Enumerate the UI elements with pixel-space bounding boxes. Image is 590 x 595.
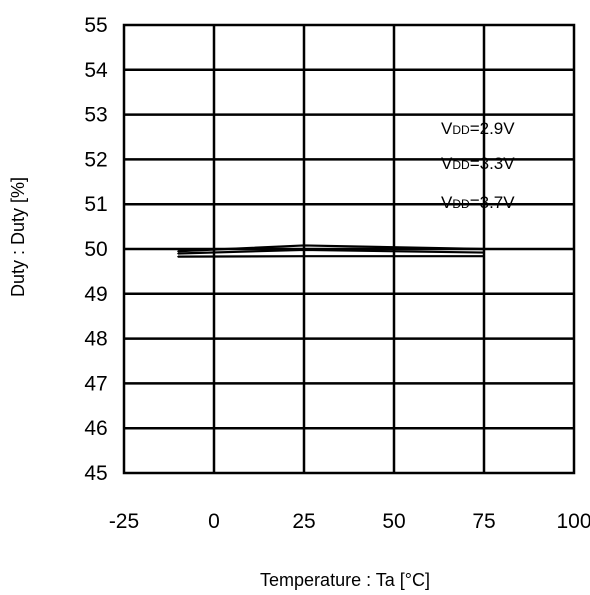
legend-entry: VDD=3.7V [441, 193, 515, 212]
series-point [483, 248, 485, 250]
series-point [303, 255, 305, 257]
x-tick-label: 50 [382, 510, 405, 533]
y-tick-label: 48 [84, 328, 107, 351]
x-tick-label: 75 [472, 510, 495, 533]
y-tick-labels: 45 46 47 48 49 50 51 52 53 54 55 [84, 14, 108, 485]
y-tick-label: 53 [84, 104, 107, 127]
y-tick-label: 46 [84, 417, 107, 440]
x-axis-title: Temperature : Ta [°C] [260, 570, 430, 590]
x-tick-label: 0 [208, 510, 220, 533]
legend-subscript: DD [452, 158, 470, 172]
y-tick-label: 52 [84, 148, 107, 171]
y-tick-label: 55 [84, 14, 107, 37]
x-tick-label: -25 [109, 510, 139, 533]
y-tick-label: 51 [84, 193, 107, 216]
x-tick-label: 25 [292, 510, 315, 533]
series-point [177, 255, 179, 258]
legend-value: =2.9V [470, 119, 516, 138]
legend-subscript: DD [452, 123, 470, 137]
y-tick-label: 50 [84, 238, 107, 261]
series-group [177, 244, 485, 258]
y-tick-label: 54 [84, 59, 108, 82]
legend-symbol: V [441, 154, 453, 173]
series-point [303, 244, 305, 247]
series-line [177, 248, 485, 255]
legend-subscript: DD [452, 197, 470, 211]
series-point [177, 250, 179, 253]
legend-value: =3.7V [470, 193, 516, 212]
legend-symbol: V [441, 119, 453, 138]
legend-symbol: V [441, 193, 453, 212]
x-tick-label: 100 [556, 510, 590, 533]
legend-value: =3.3V [470, 154, 516, 173]
plot-area [122, 23, 576, 475]
y-axis-title: Duty : Duty [%] [8, 177, 28, 297]
series-point [483, 251, 485, 254]
y-tick-label: 45 [84, 462, 107, 485]
y-tick-label: 47 [84, 372, 107, 395]
series-point [303, 249, 305, 251]
legend-entry: VDD=3.3V [441, 154, 515, 173]
series-point [483, 255, 485, 257]
x-tick-labels: -25 0 25 50 75 100 [109, 510, 590, 533]
y-tick-label: 49 [84, 283, 107, 306]
legend-entry: VDD=2.9V [441, 119, 515, 138]
series-point [177, 252, 179, 255]
grid [124, 25, 574, 473]
